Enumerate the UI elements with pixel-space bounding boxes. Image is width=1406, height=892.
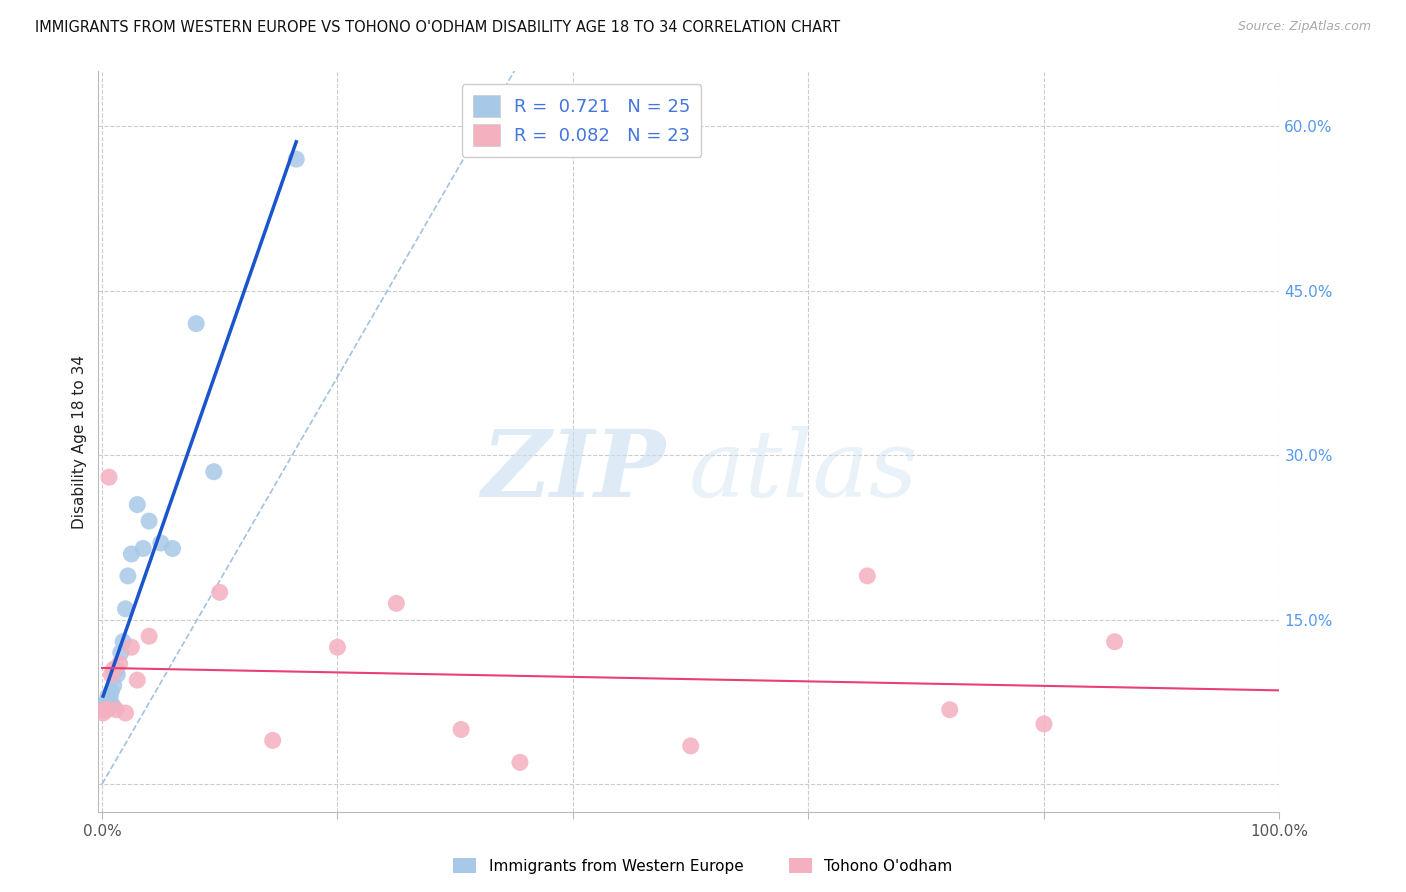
Point: [105, 703, 128, 717]
Point: [110, 646, 132, 660]
Legend: Immigrants from Western Europe, Tohono O'odham: Immigrants from Western Europe, Tohono O…: [447, 852, 959, 880]
Text: ZIP: ZIP: [481, 426, 665, 516]
Legend: R =  0.721   N = 25, R =  0.082   N = 23: R = 0.721 N = 25, R = 0.082 N = 23: [461, 84, 702, 157]
Point: [127, 498, 149, 512]
Point: [98, 690, 121, 704]
Point: [120, 547, 142, 561]
Point: [138, 514, 160, 528]
Point: [149, 536, 172, 550]
Point: [117, 569, 139, 583]
Point: [262, 733, 284, 747]
Point: [96, 703, 118, 717]
Y-axis label: Disability Age 18 to 34: Disability Age 18 to 34: [72, 354, 87, 529]
Point: [856, 569, 879, 583]
Point: [100, 667, 122, 681]
Point: [112, 634, 135, 648]
Point: [108, 657, 131, 671]
Point: [114, 602, 136, 616]
Point: [120, 640, 142, 655]
Point: [101, 698, 124, 713]
Point: [91, 706, 114, 720]
Point: [202, 465, 225, 479]
Point: [105, 667, 128, 681]
Point: [679, 739, 702, 753]
Point: [186, 317, 208, 331]
Point: [385, 596, 408, 610]
Point: [91, 703, 114, 717]
Point: [1033, 717, 1056, 731]
Point: [208, 585, 231, 599]
Point: [939, 703, 962, 717]
Point: [1104, 634, 1126, 648]
Point: [98, 695, 121, 709]
Point: [98, 470, 121, 484]
Point: [127, 673, 149, 687]
Point: [326, 640, 349, 655]
Point: [93, 700, 115, 714]
Point: [114, 706, 136, 720]
Point: [162, 541, 184, 556]
Point: [97, 690, 120, 704]
Text: Source: ZipAtlas.com: Source: ZipAtlas.com: [1237, 20, 1371, 33]
Point: [96, 695, 118, 709]
Point: [285, 152, 308, 166]
Point: [93, 703, 115, 717]
Point: [132, 541, 155, 556]
Point: [94, 698, 117, 713]
Point: [138, 629, 160, 643]
Text: atlas: atlas: [689, 426, 918, 516]
Text: IMMIGRANTS FROM WESTERN EUROPE VS TOHONO O'ODHAM DISABILITY AGE 18 TO 34 CORRELA: IMMIGRANTS FROM WESTERN EUROPE VS TOHONO…: [35, 20, 841, 35]
Point: [509, 756, 531, 770]
Point: [100, 684, 122, 698]
Point: [103, 662, 125, 676]
Point: [103, 679, 125, 693]
Point: [105, 662, 128, 676]
Point: [450, 723, 472, 737]
